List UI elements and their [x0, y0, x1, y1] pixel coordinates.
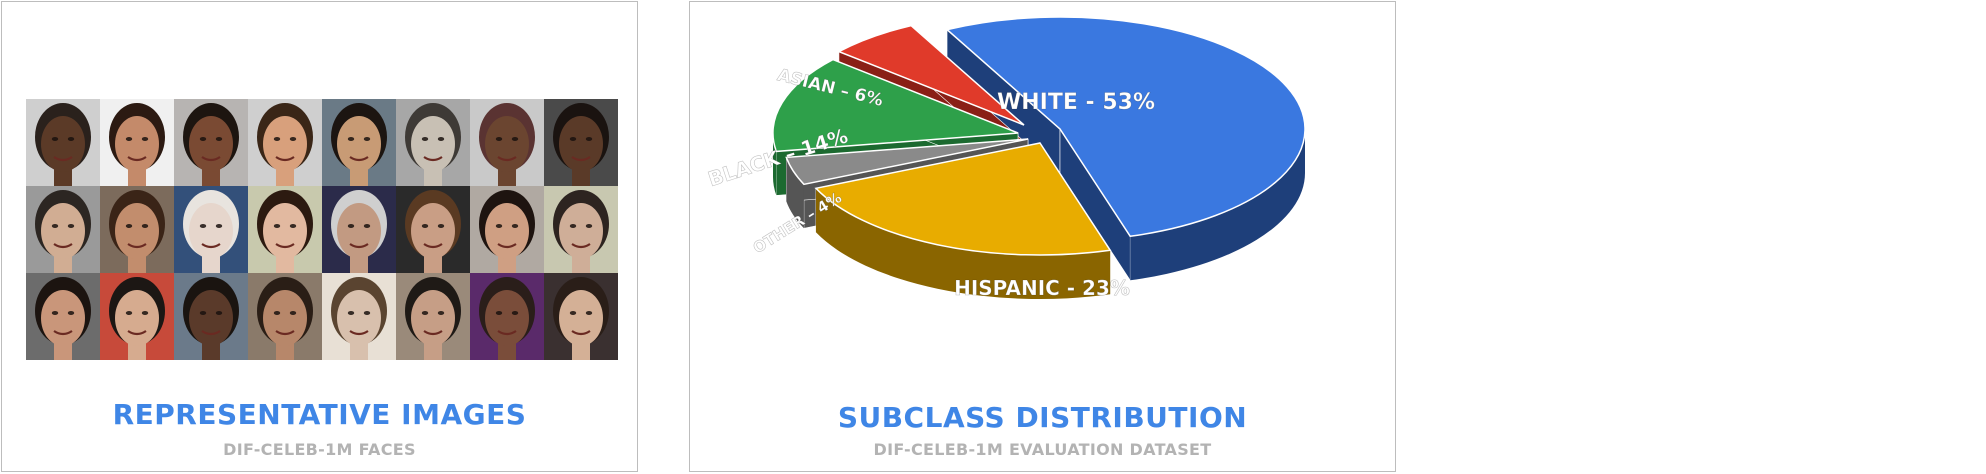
- face-image: [100, 99, 174, 186]
- representative-images-panel: REPRESENTATIVE IMAGES DIF-CELEB-1M FACES: [1, 1, 638, 472]
- face-image: [322, 186, 396, 273]
- left-panel-title: REPRESENTATIVE IMAGES: [112, 398, 527, 431]
- face-image: [396, 186, 470, 273]
- pie-slice-asian: [837, 24, 1025, 126]
- face-image: [26, 99, 100, 186]
- face-image: [26, 273, 100, 360]
- pie-slice-hispanic: [814, 142, 1112, 256]
- pie-label-hispanic: HISPANIC - 23%: [954, 276, 1130, 300]
- face-image: [322, 99, 396, 186]
- face-image: [396, 273, 470, 360]
- face-image: [174, 273, 248, 360]
- face-image: [322, 273, 396, 360]
- chart-title: SUBCLASS DISTRIBUTION: [837, 401, 1248, 434]
- face-image-grid: [26, 99, 618, 360]
- face-image: [248, 273, 322, 360]
- face-image: [544, 186, 618, 273]
- face-image: [248, 186, 322, 273]
- face-image: [396, 99, 470, 186]
- face-image: [544, 273, 618, 360]
- face-image: [26, 186, 100, 273]
- subclass-distribution-panel: WHITE - 53% HISPANIC - 23% OTHER – 4% BLACK…: [689, 1, 1396, 472]
- face-image: [174, 186, 248, 273]
- pie-label-white: WHITE - 53%: [997, 90, 1155, 115]
- face-image: [100, 186, 174, 273]
- pie-chart: WHITE - 53%HISPANIC - 23%OTHER – 4%BLACK…: [705, 16, 1306, 300]
- chart-subtitle: DIF-CELEB-1M EVALUATION DATASET: [873, 440, 1212, 459]
- left-panel-subtitle: DIF-CELEB-1M FACES: [223, 440, 416, 459]
- face-image: [470, 186, 544, 273]
- face-image: [248, 99, 322, 186]
- face-image: [470, 273, 544, 360]
- face-image: [544, 99, 618, 186]
- pie-slice-other: [785, 138, 1029, 186]
- pie-slice-black: [772, 58, 1019, 153]
- face-image: [470, 99, 544, 186]
- pie-slice-white: [945, 16, 1306, 238]
- face-image: [100, 273, 174, 360]
- face-image: [174, 99, 248, 186]
